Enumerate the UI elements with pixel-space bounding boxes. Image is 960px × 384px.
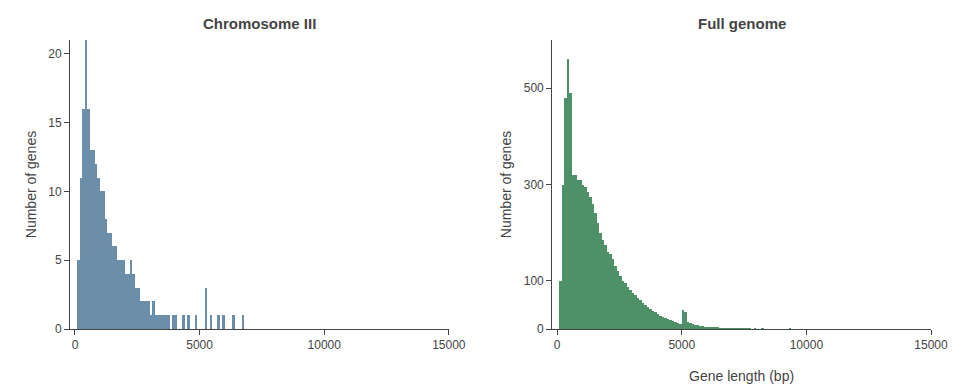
svg-text:20: 20 <box>48 47 62 61</box>
svg-text:Number of genes: Number of genes <box>23 131 39 238</box>
svg-text:0: 0 <box>554 338 561 352</box>
svg-text:100: 100 <box>524 274 544 288</box>
svg-text:5: 5 <box>55 253 62 267</box>
svg-text:Chromosome III: Chromosome III <box>203 15 316 32</box>
svg-text:15: 15 <box>48 116 62 130</box>
svg-text:Number of genes: Number of genes <box>498 131 514 238</box>
svg-text:10: 10 <box>48 185 62 199</box>
svg-text:15000: 15000 <box>914 338 948 352</box>
svg-text:0: 0 <box>72 338 79 352</box>
svg-text:Full genome: Full genome <box>698 15 786 32</box>
svg-text:15000: 15000 <box>432 338 466 352</box>
svg-text:5000: 5000 <box>186 338 213 352</box>
svg-text:10000: 10000 <box>308 338 342 352</box>
svg-text:Gene length (bp): Gene length (bp) <box>689 368 794 384</box>
svg-text:500: 500 <box>524 81 544 95</box>
svg-text:0: 0 <box>55 322 62 336</box>
svg-text:10000: 10000 <box>790 338 824 352</box>
svg-text:5000: 5000 <box>668 338 695 352</box>
svg-text:300: 300 <box>524 178 544 192</box>
svg-text:0: 0 <box>537 322 544 336</box>
